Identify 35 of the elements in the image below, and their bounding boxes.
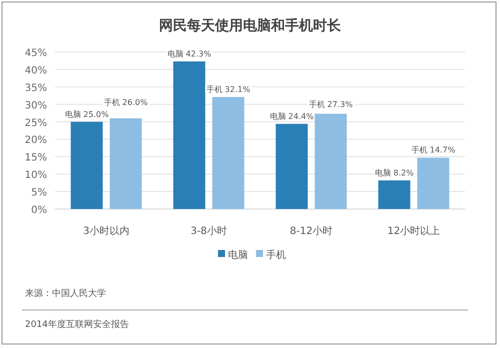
- data-label: 手机 26.0%: [104, 98, 148, 107]
- data-label: 电脑 24.4%: [270, 112, 314, 121]
- y-tick-label: 10%: [24, 170, 47, 182]
- legend-label: 手机: [266, 249, 286, 261]
- y-tick-label: 40%: [24, 65, 47, 76]
- data-label: 电脑 25.0%: [64, 110, 110, 119]
- bar: [212, 97, 244, 209]
- bar: [110, 118, 142, 209]
- bar: [70, 122, 103, 209]
- x-tick-label: 8-12小时: [290, 225, 333, 237]
- bar: [417, 158, 450, 209]
- bar: [173, 61, 206, 209]
- bar: [314, 114, 347, 209]
- data-label: 手机 14.7%: [411, 146, 456, 155]
- text: 2014年度互联网安全报告: [25, 319, 129, 330]
- bar: [276, 124, 308, 209]
- source-note: 来源：中国人民大学: [25, 288, 106, 299]
- data-label: 手机 32.1%: [206, 85, 251, 94]
- y-tick-label: 35%: [24, 82, 47, 94]
- y-tick-label: 30%: [24, 100, 47, 112]
- y-tick-label: 45%: [24, 48, 47, 59]
- y-tick-label: 20%: [24, 135, 47, 146]
- y-tick-label: 5%: [31, 188, 47, 199]
- data-label: 电脑 8.2%: [374, 168, 414, 178]
- y-tick-label: 25%: [24, 118, 47, 129]
- bar: [378, 180, 410, 209]
- x-tick-label: 3小时以内: [83, 225, 130, 237]
- chart-title: 网民每天使用电脑和手机时长: [159, 17, 342, 34]
- legend-label: 电脑: [228, 249, 248, 261]
- data-label: 手机 27.3%: [308, 100, 354, 109]
- y-tick-label: 0%: [31, 205, 47, 216]
- data-label: 电脑 42.3%: [167, 49, 212, 58]
- x-tick-label: 12小时以上: [387, 225, 440, 237]
- x-tick-label: 3-8小时: [190, 225, 227, 237]
- y-tick-label: 15%: [24, 152, 47, 164]
